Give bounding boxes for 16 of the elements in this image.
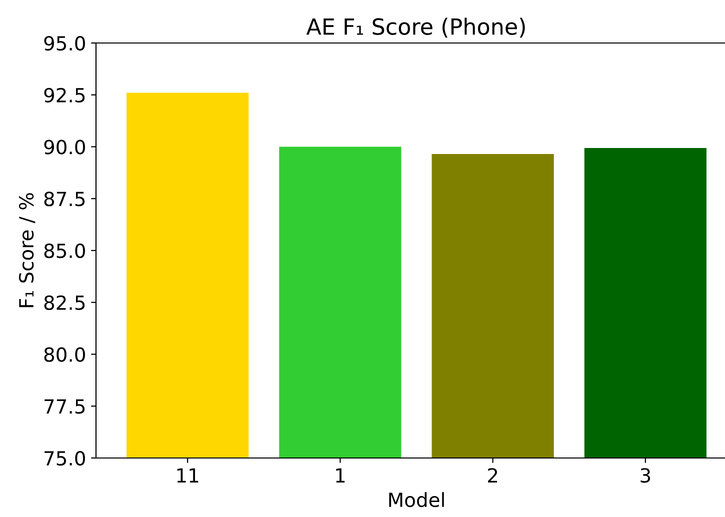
y-tick-label: 85.0 — [44, 243, 85, 258]
x-axis-title: Model — [389, 492, 444, 508]
y-tick-label: 95.0 — [44, 36, 85, 51]
x-tick-label: 3 — [640, 468, 650, 483]
x-tick-label: 2 — [488, 468, 498, 482]
x-tick-label: 11 — [177, 468, 198, 482]
y-tick-label: 77.5 — [44, 399, 85, 414]
chart-title: AE F₁ Score (Phone) — [306, 18, 525, 38]
y-tick-label: 80.0 — [44, 347, 85, 362]
y-tick-label: 82.5 — [44, 295, 85, 310]
y-tick-label: 92.5 — [44, 88, 85, 103]
y-axis-title: F₁ Score / % — [18, 193, 36, 308]
x-tick-label: 1 — [336, 468, 345, 482]
y-tick-label: 75.0 — [44, 450, 85, 466]
y-tick-label: 90.0 — [44, 140, 85, 154]
y-tick-label: 87.5 — [44, 192, 85, 206]
